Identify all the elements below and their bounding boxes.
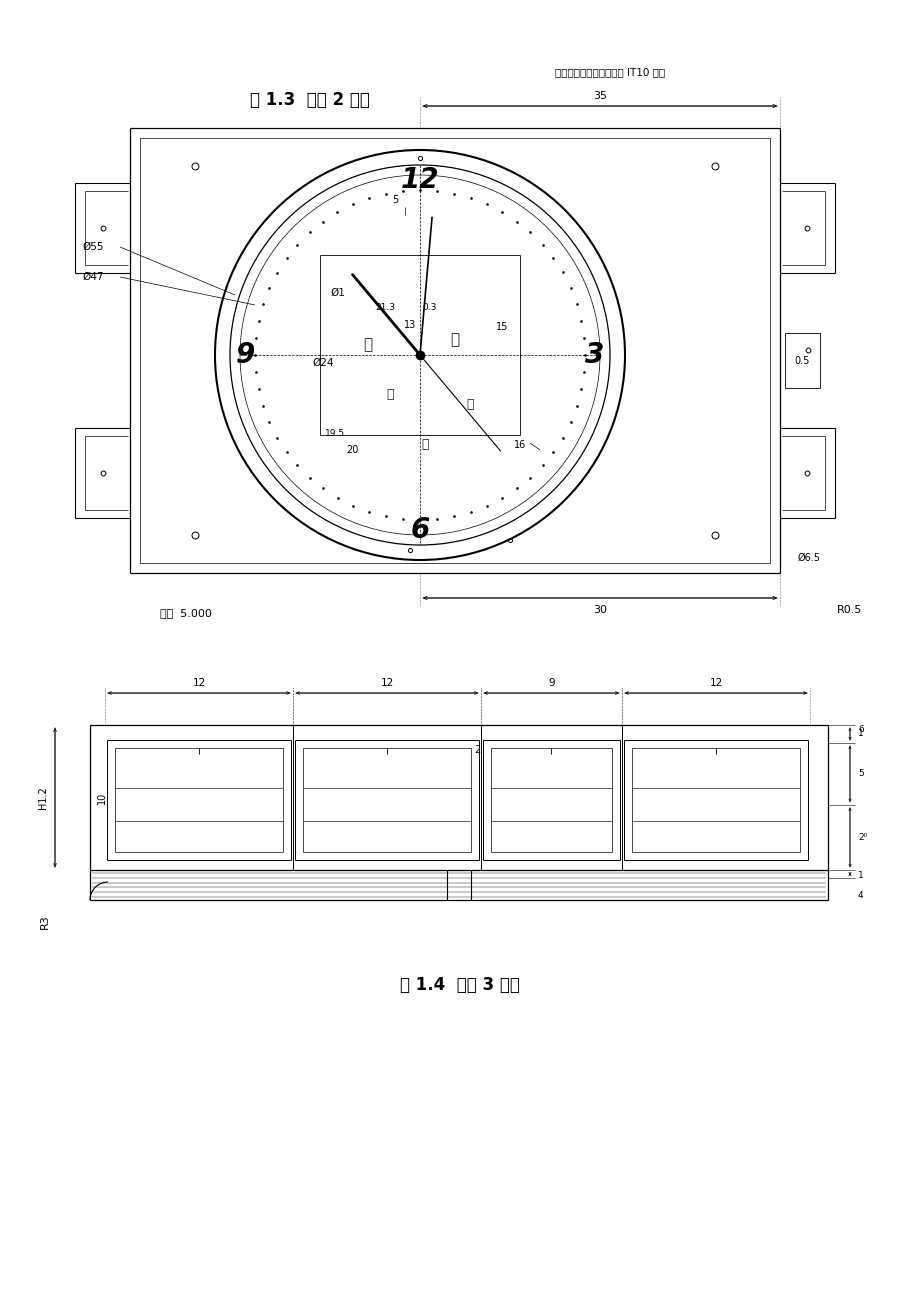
Text: 4: 4 — [857, 892, 863, 901]
Text: 12: 12 — [192, 678, 206, 687]
Text: 图 1.4  零件 3 表盘: 图 1.4 零件 3 表盘 — [400, 976, 519, 993]
Text: Ø6.5: Ø6.5 — [797, 553, 820, 562]
Text: 0.5: 0.5 — [793, 355, 809, 366]
Text: 1: 1 — [857, 729, 863, 738]
Text: 12: 12 — [401, 165, 438, 194]
Text: 锐边倒钝，未标注公差按 IT10 加工: 锐边倒钝，未标注公差按 IT10 加工 — [554, 66, 664, 77]
Text: 9: 9 — [548, 678, 554, 687]
Text: 16: 16 — [514, 440, 526, 450]
Text: 6: 6 — [410, 516, 429, 544]
Text: 13: 13 — [403, 320, 415, 329]
Text: 蒙: 蒙 — [466, 398, 473, 411]
Text: 12: 12 — [709, 678, 721, 687]
Text: 30: 30 — [593, 605, 607, 615]
Text: 1: 1 — [857, 871, 863, 880]
Text: 20: 20 — [346, 445, 357, 454]
Text: H1.2: H1.2 — [38, 786, 48, 809]
Text: 12: 12 — [380, 678, 393, 687]
Text: 5: 5 — [857, 769, 863, 779]
Text: Ø1: Ø1 — [330, 288, 345, 298]
Text: 前: 前 — [363, 337, 372, 353]
Text: 10: 10 — [96, 792, 107, 803]
Text: 2⁰: 2⁰ — [857, 833, 867, 842]
Text: Ø55: Ø55 — [82, 242, 103, 253]
Text: 5: 5 — [391, 195, 398, 204]
Text: 容: 容 — [450, 332, 460, 348]
Text: 15: 15 — [495, 322, 507, 332]
Text: 19.5: 19.5 — [324, 428, 345, 437]
Text: 图 1.3  零件 2 下盖: 图 1.3 零件 2 下盖 — [250, 91, 369, 109]
Text: 3: 3 — [584, 341, 604, 368]
Text: 6: 6 — [857, 724, 863, 733]
Text: 赤: 赤 — [386, 388, 393, 401]
Text: 骞: 骞 — [421, 439, 428, 452]
Text: 比例  5.000: 比例 5.000 — [160, 608, 211, 618]
Text: R0.5: R0.5 — [836, 605, 862, 615]
Text: Ø47: Ø47 — [82, 272, 103, 283]
Text: R3: R3 — [40, 914, 50, 930]
Text: 0.3: 0.3 — [423, 302, 437, 311]
Text: 2: 2 — [473, 745, 480, 755]
Text: 35: 35 — [593, 91, 607, 102]
Text: 9: 9 — [235, 341, 255, 368]
Text: 21.3: 21.3 — [375, 302, 394, 311]
Bar — [784, 333, 819, 388]
Text: Ø24: Ø24 — [312, 358, 333, 368]
